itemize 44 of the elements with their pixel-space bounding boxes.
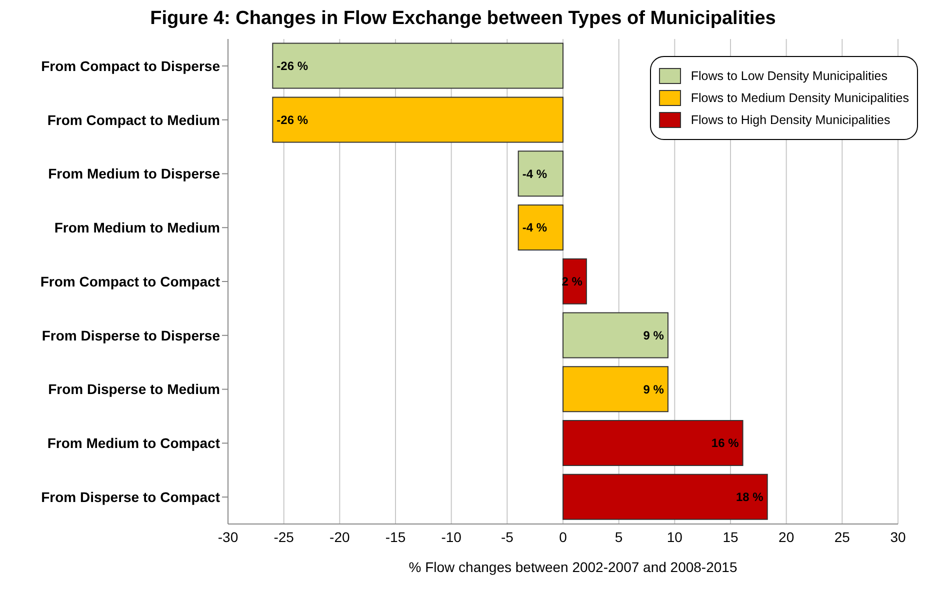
x-tick-label: 30 [890,528,906,545]
x-tick-label: 25 [834,528,850,545]
data-label: -4 % [522,220,548,235]
data-label: 18 % [736,490,764,504]
x-tick-label: -25 [274,528,294,545]
x-axis-title: % Flow changes between 2002-2007 and 2008-2015 [408,559,738,575]
y-tick-label: From Medium to Compact [47,435,220,452]
y-tick-label: From Compact to Medium [47,112,220,128]
data-label: 9 % [643,328,664,342]
bar [562,312,668,358]
data-label: 9 % [643,382,664,396]
data-label: -4 % [522,166,548,181]
x-tick-label: -20 [330,528,350,545]
x-tick-label: -10 [441,528,462,545]
x-tick-label: -30 [218,528,238,545]
x-tick-label: 20 [778,528,794,545]
y-tick-label: From Disperse to Disperse [42,327,220,344]
bar [272,42,564,89]
y-tick-label: From Compact to Disperse [41,58,220,74]
bar [562,420,744,466]
y-tick-label: From Medium to Medium [54,220,220,236]
y-tick-label: From Disperse to Compact [41,489,220,506]
x-tick-label: 10 [666,528,683,545]
data-label: -26 % [276,59,308,74]
bar [518,150,564,197]
data-label: 16 % [711,436,740,450]
data-label: -26 % [276,112,308,127]
x-tick-label: -5 [500,528,514,545]
x-tick-label: -15 [385,528,406,545]
x-tick-label: 15 [722,528,738,545]
bar [562,366,668,412]
x-tick-label: 5 [614,528,623,545]
y-tick-label: From Disperse to Medium [48,381,220,398]
bar [272,96,564,143]
bar [562,474,768,520]
legend-label: Flows to Medium Density Municipalities [690,91,909,105]
bar [562,258,587,304]
y-tick-label: From Compact to Compact [40,273,220,290]
y-tick-label: From Medium to Disperse [48,166,220,182]
chart-title: Figure 4: Changes in Flow Exchange between Types of Municipalities [149,8,777,30]
legend-label: Flows to Low Density Municipalities [690,69,888,83]
x-tick-label: 0 [559,528,568,545]
bar [518,204,564,250]
legend-label: Flows to High Density Municipalities [690,113,890,127]
